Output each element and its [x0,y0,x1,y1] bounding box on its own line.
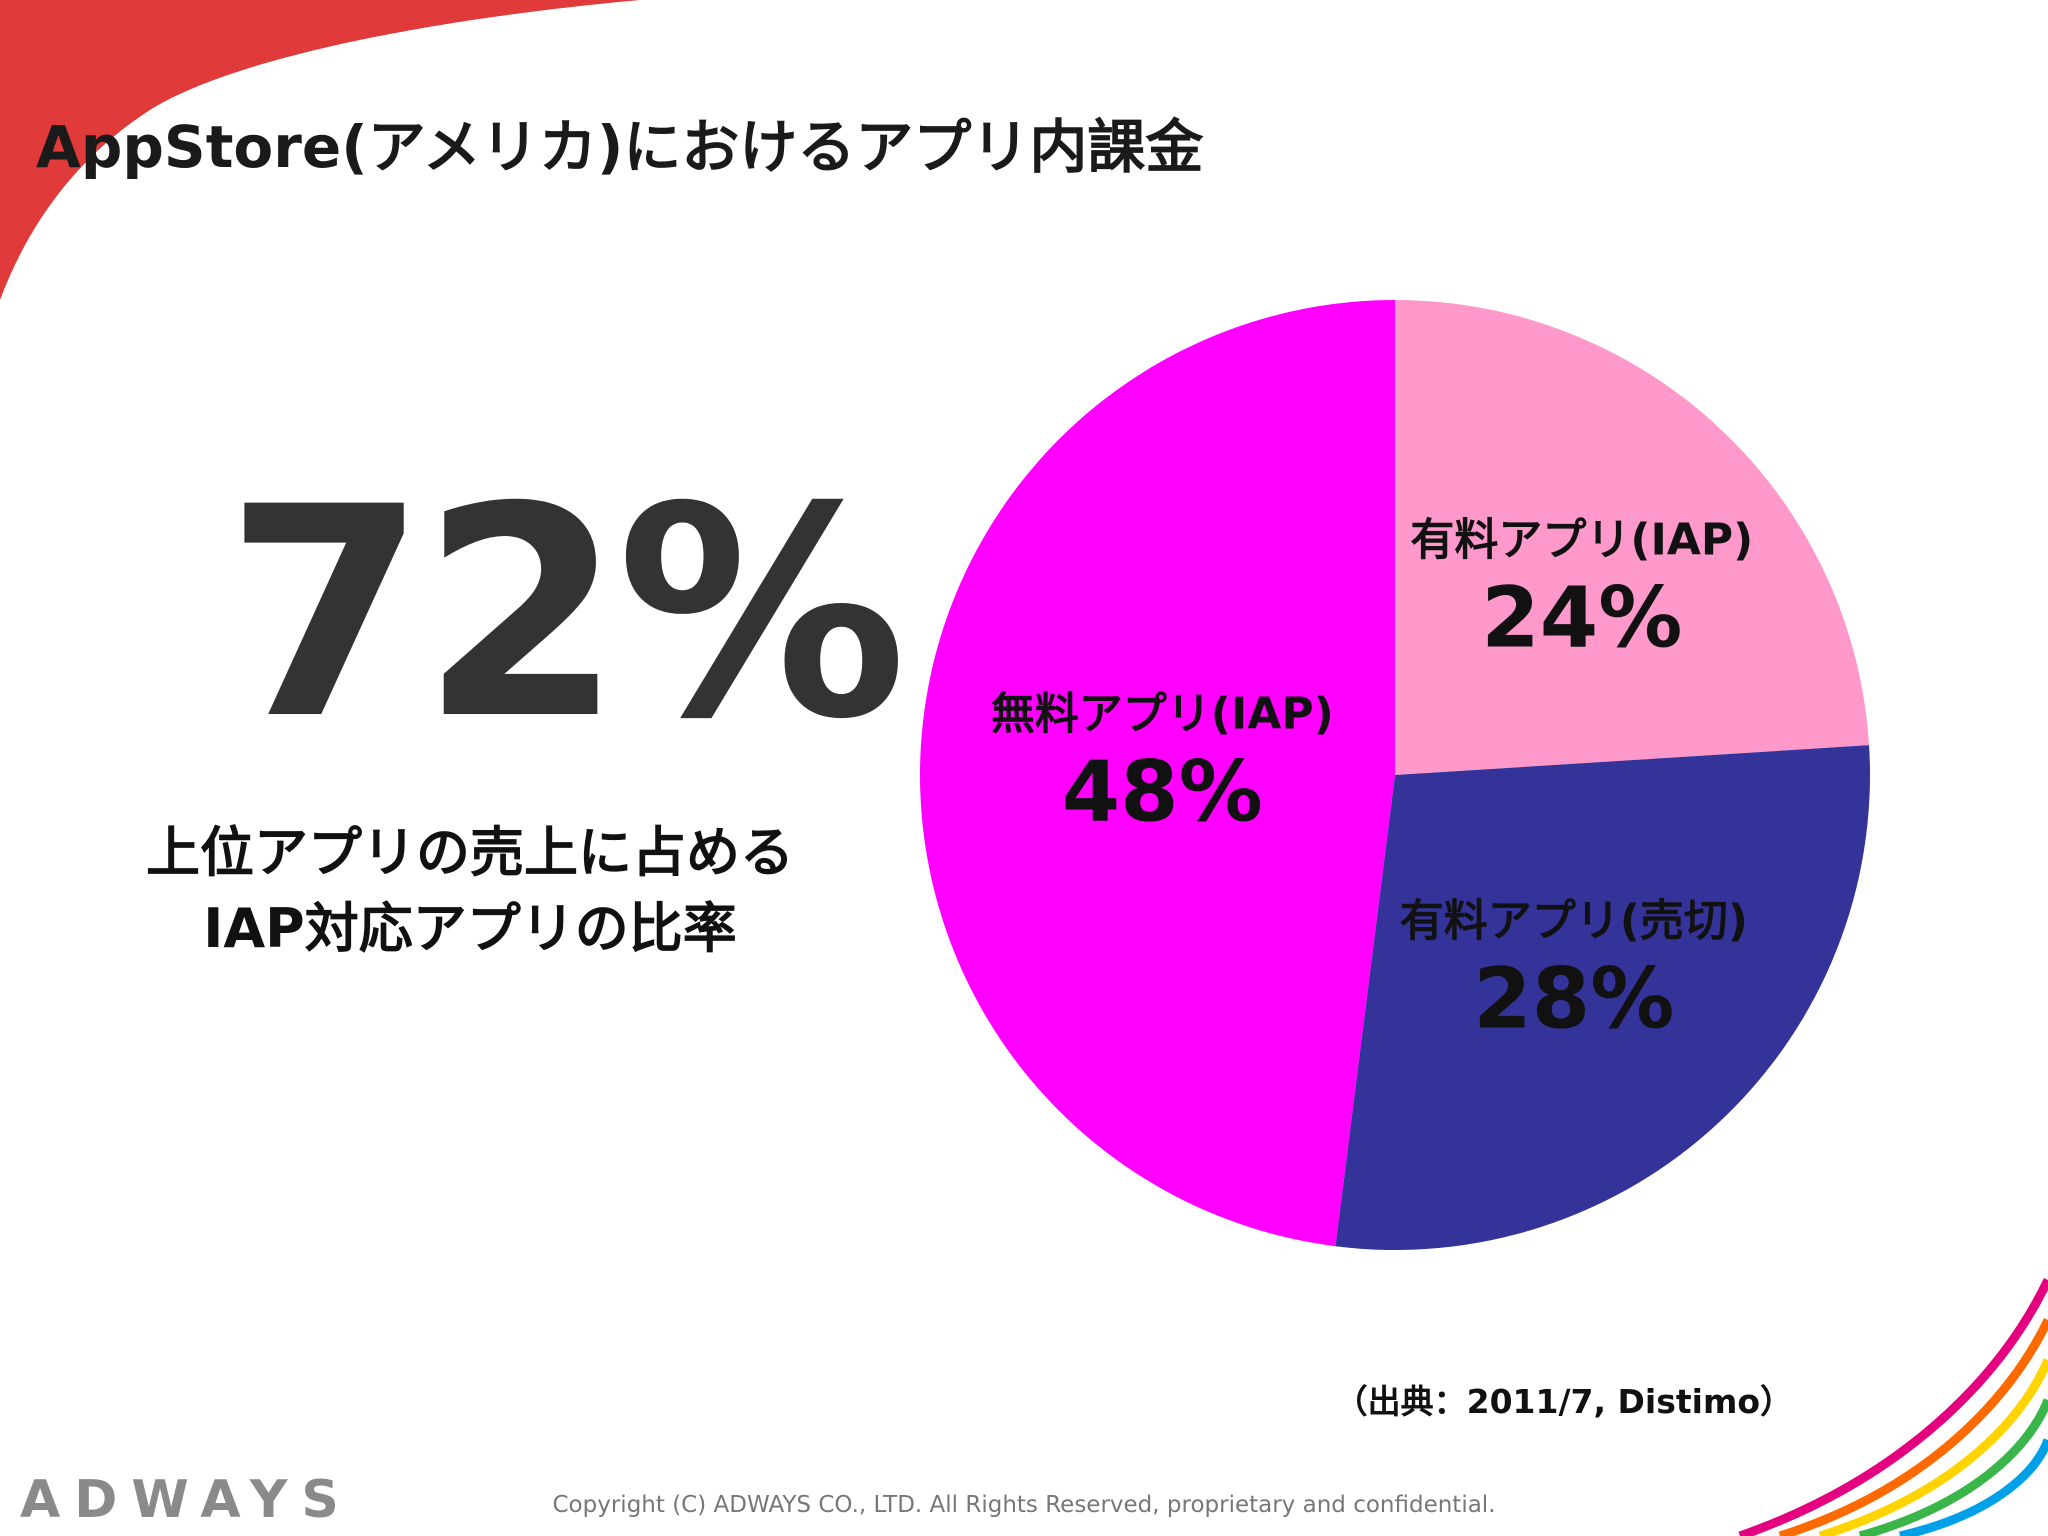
slice-label-2: 有料アプリ(売切) [1400,895,1748,946]
slice-label-1: 有料アプリ(IAP) [1410,515,1753,566]
pie-slice-1 [1395,300,1870,775]
slice-value-2: 28% [1473,949,1674,1047]
red-swoosh [0,0,640,300]
slide-title: AppStore(アメリカ)におけるアプリ内課金 [36,113,1204,181]
headline-caption: 上位アプリの売上に占める IAP対応アプリの比率 [80,815,860,967]
pie-slice-3 [919,300,1395,1247]
caption-line-2: IAP対応アプリの比率 [203,897,737,960]
caption-line-1: 上位アプリの売上に占める [146,821,794,884]
pie-slice-2 [1335,745,1871,1250]
rainbow-arcs [1738,1278,2048,1536]
slice-value-1: 24% [1481,569,1682,667]
slice-value-3: 48% [1062,743,1263,841]
slice-label-3: 無料アプリ(IAP) [991,689,1334,740]
adways-logo: ADWAYS [20,1470,353,1530]
source-note: （出典：2011/7, Distimo） [1334,1382,1793,1421]
copyright-text: Copyright (C) ADWAYS CO., LTD. All Right… [552,1492,1496,1518]
